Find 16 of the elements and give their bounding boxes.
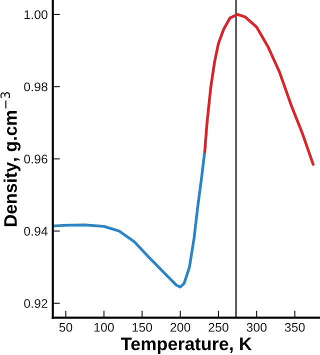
y-tick-label: 0.94 [24, 226, 48, 236]
x-tick-label: 100 [94, 322, 114, 332]
y-tick-label: 0.96 [24, 154, 48, 164]
y-tick-label: 1.00 [24, 10, 48, 20]
line-series [203, 13, 315, 166]
line-series [52, 150, 206, 288]
x-tick-label: 350 [284, 322, 305, 332]
y-tick-label: 0.92 [24, 299, 48, 308]
x-tick-label: 300 [246, 322, 267, 332]
y-axis-title: Density, g.cm$^{−3}$ [0, 92, 21, 226]
x-axis-title: Temperature, K [121, 338, 252, 354]
x-tick-label: 250 [208, 322, 228, 332]
y-tick-label: 0.98 [24, 82, 48, 92]
x-tick-label: 200 [170, 322, 190, 332]
x-tick-label: 150 [132, 322, 152, 332]
x-tick-label: 50 [59, 322, 72, 332]
